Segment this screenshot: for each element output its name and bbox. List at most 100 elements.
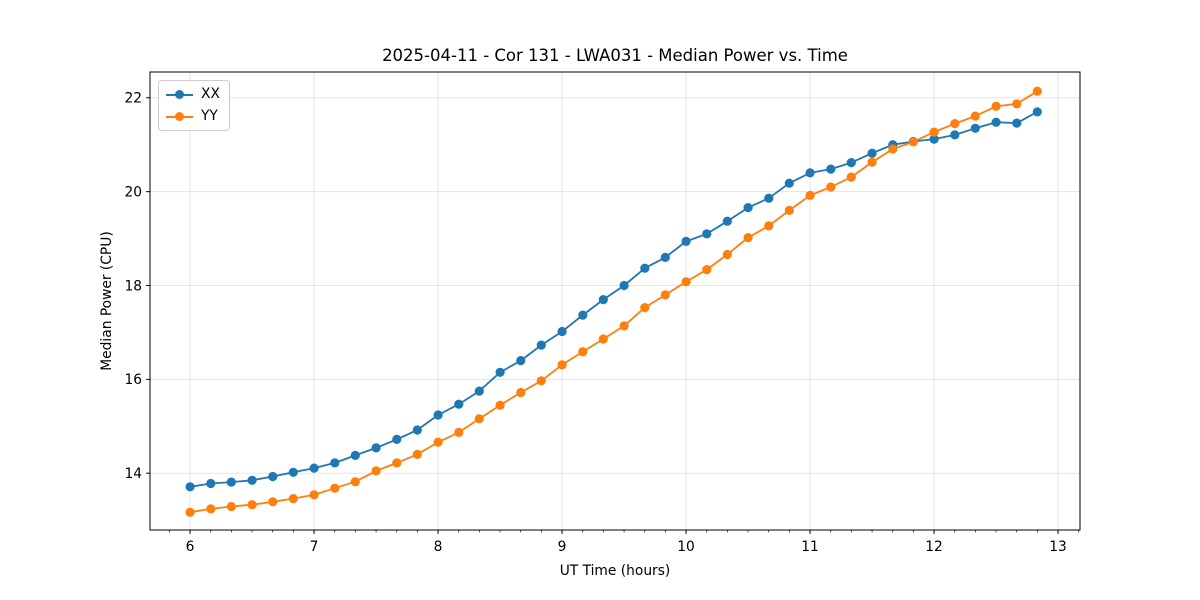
y-tick-label: 18 bbox=[124, 278, 142, 294]
series-yy-marker bbox=[867, 157, 877, 167]
series-xx-marker bbox=[536, 340, 546, 350]
series-yy-marker bbox=[309, 490, 319, 500]
series-xx-marker bbox=[495, 367, 505, 377]
series-yy-marker bbox=[681, 277, 691, 287]
series-yy-marker bbox=[640, 303, 650, 313]
series-xx-marker bbox=[805, 168, 815, 178]
series-xx-marker bbox=[846, 158, 856, 168]
series-xx-marker bbox=[578, 310, 588, 320]
series-yy-marker bbox=[206, 504, 216, 514]
series-yy-marker bbox=[929, 127, 939, 137]
series-yy-marker bbox=[805, 190, 815, 200]
series-yy-marker bbox=[330, 483, 340, 493]
series-yy-marker bbox=[495, 400, 505, 410]
series-xx-marker bbox=[309, 463, 319, 473]
series-xx-marker bbox=[247, 475, 257, 485]
series-yy-marker bbox=[371, 466, 381, 476]
legend-item-xx: XX bbox=[166, 86, 220, 103]
series-xx-marker bbox=[516, 356, 526, 366]
series-xx-marker bbox=[1032, 107, 1042, 117]
series-yy-marker bbox=[598, 334, 608, 344]
series-yy-marker bbox=[970, 111, 980, 121]
series-yy-marker bbox=[888, 144, 898, 154]
series-xx-marker bbox=[619, 280, 629, 291]
legend-line-marker-icon bbox=[166, 111, 193, 122]
series-xx-marker bbox=[474, 386, 484, 396]
series-xx-line bbox=[189, 111, 1038, 488]
series-xx-marker bbox=[743, 203, 753, 213]
y-tick-label: 14 bbox=[124, 466, 142, 482]
series-xx-marker bbox=[598, 295, 608, 305]
x-tick-label: 10 bbox=[677, 539, 695, 555]
series-xx-marker bbox=[288, 467, 298, 477]
series-xx-marker bbox=[784, 178, 794, 188]
series-yy-marker bbox=[288, 494, 298, 504]
series-yy-marker bbox=[784, 205, 794, 215]
series-yy-marker bbox=[350, 477, 360, 487]
series-yy-marker bbox=[433, 437, 443, 447]
legend-label: YY bbox=[201, 108, 218, 124]
x-tick-label: 9 bbox=[558, 539, 567, 555]
series-xx-marker bbox=[929, 134, 939, 144]
series-yy-marker bbox=[846, 172, 856, 182]
series-xx-marker bbox=[226, 477, 236, 487]
series-xx-marker bbox=[454, 399, 464, 409]
x-tick-label: 12 bbox=[925, 539, 943, 555]
series-yy-marker bbox=[268, 497, 278, 507]
series-yy-marker bbox=[516, 387, 526, 398]
y-tick-label: 20 bbox=[124, 184, 142, 200]
series-yy-marker bbox=[1032, 86, 1042, 96]
x-tick-label: 13 bbox=[1049, 539, 1067, 555]
series-yy-line bbox=[189, 90, 1038, 514]
series-xx-marker bbox=[702, 229, 712, 239]
series-yy-marker bbox=[578, 347, 588, 357]
legend-line-marker-icon bbox=[166, 89, 193, 100]
series-yy-marker bbox=[908, 137, 918, 147]
series-xx-marker bbox=[991, 117, 1001, 127]
series-xx-marker bbox=[371, 443, 381, 453]
x-tick-label: 6 bbox=[186, 539, 195, 555]
series-yy-marker bbox=[660, 290, 670, 300]
legend: XX YY bbox=[158, 80, 230, 131]
y-tick-label: 22 bbox=[124, 91, 142, 107]
series-xx-marker bbox=[557, 326, 567, 337]
series-yy-marker bbox=[536, 376, 546, 386]
series-yy-marker bbox=[702, 265, 712, 275]
y-tick-label: 16 bbox=[124, 372, 142, 388]
series-xx-marker bbox=[681, 236, 691, 246]
series-yy-marker bbox=[826, 182, 836, 192]
series-yy-marker bbox=[722, 249, 732, 260]
series-yy-marker bbox=[991, 101, 1001, 111]
series-xx-marker bbox=[412, 425, 422, 435]
series-xx-marker bbox=[185, 482, 195, 492]
series-xx-marker bbox=[433, 410, 443, 420]
series-yy-marker bbox=[474, 414, 484, 424]
series-xx-marker bbox=[826, 164, 836, 174]
series-yy-marker bbox=[185, 507, 195, 517]
series-xx-marker bbox=[660, 252, 670, 262]
series-xx-marker bbox=[392, 434, 402, 444]
chart-title: 2025-04-11 - Cor 131 - LWA031 - Median P… bbox=[382, 46, 848, 65]
series-yy-marker bbox=[743, 233, 753, 243]
series-xx-marker bbox=[867, 148, 877, 158]
legend-label: XX bbox=[201, 86, 220, 102]
series-xx-marker bbox=[950, 130, 960, 140]
series-yy-marker bbox=[764, 221, 774, 231]
series-xx-marker bbox=[722, 216, 732, 226]
series-xx-marker bbox=[330, 458, 340, 468]
x-tick-label: 8 bbox=[434, 539, 443, 555]
series-xx-marker bbox=[764, 193, 774, 203]
series-xx-marker bbox=[970, 123, 980, 133]
x-tick-label: 11 bbox=[801, 539, 819, 555]
series-xx-marker bbox=[268, 471, 278, 482]
series-yy-marker bbox=[619, 321, 629, 331]
series-yy-marker bbox=[454, 427, 464, 437]
series-yy-marker bbox=[392, 458, 402, 468]
x-axis-label: UT Time (hours) bbox=[559, 563, 671, 579]
series-yy-marker bbox=[412, 449, 422, 459]
series-yy-marker bbox=[226, 501, 236, 512]
legend-item-yy: YY bbox=[166, 108, 220, 125]
series-yy-marker bbox=[1012, 99, 1022, 109]
